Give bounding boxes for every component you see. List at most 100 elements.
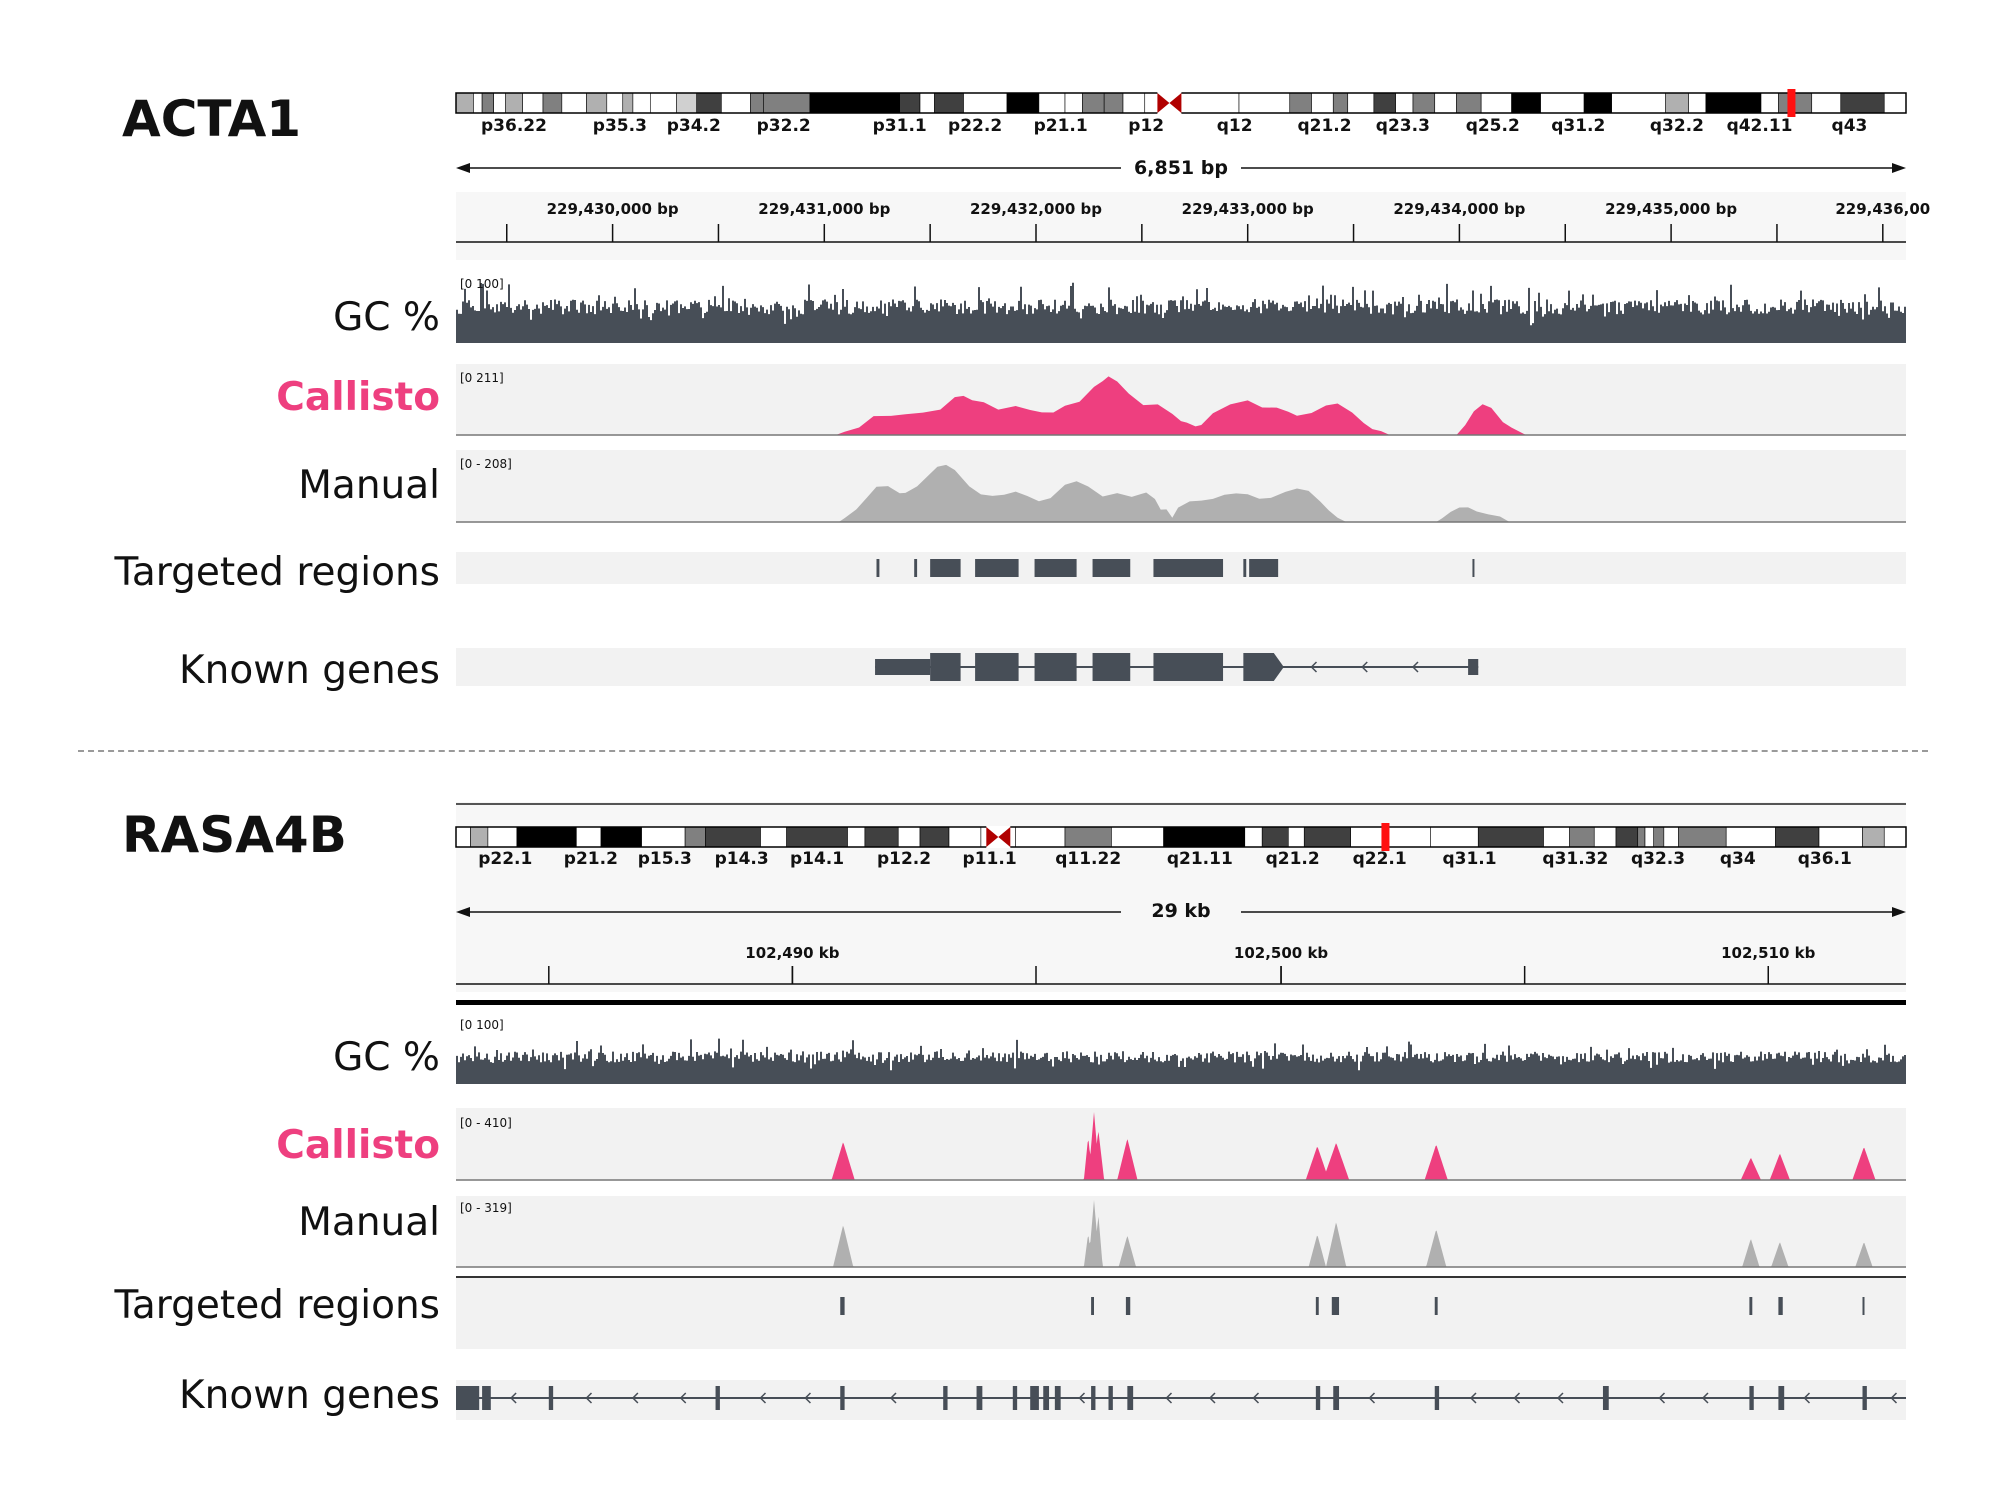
ideogram-band [1840,92,1885,114]
ideogram-band [1644,826,1654,848]
ideogram-band [586,92,608,114]
gene-exon [1091,1386,1096,1410]
band-label: q34 [1720,849,1756,869]
ideogram-band [676,92,698,114]
gene-exon [840,1386,845,1410]
band-label: p31.1 [873,116,927,136]
ideogram-band [1883,826,1907,848]
ideogram-band [1688,92,1707,114]
ideogram-band [1163,826,1246,848]
ideogram-band [1289,92,1312,114]
ideogram-band [1064,92,1083,114]
ideogram-band [504,92,523,114]
gene-exon [1108,1386,1113,1410]
gc-content-signal [456,1038,1906,1084]
track-label-genes: Known genes [179,1373,440,1418]
ruler-background [456,192,1906,260]
ideogram-band [1583,92,1612,114]
ideogram-band [899,92,921,114]
band-label: q31.1 [1442,849,1496,869]
ideogram-band [1350,826,1385,848]
band-label: p14.1 [790,849,844,869]
ideogram-band [786,826,848,848]
targeted-region [1434,1297,1438,1315]
track-canvas: p36.22 p35.3 p34.2 p32.2 p31.1 p22.2 p21.1 p12 q… [455,89,1930,686]
targeted-region [1315,1297,1319,1315]
ruler-tick-label: 102,510 kb [1721,944,1816,962]
track-label-callisto: Callisto [276,1123,440,1168]
band-label: p12 [1128,116,1164,136]
gene-exon [1043,1386,1050,1410]
manual-track-bg [456,1196,1906,1267]
ideogram-band [1818,826,1863,848]
band-label: p14.3 [715,849,769,869]
callisto-track-signal [456,376,1906,435]
targeted-region [840,1297,845,1315]
ruler-tick-label: 102,490 kb [745,944,840,962]
ideogram-band [493,92,506,114]
ideogram-band [487,826,518,848]
gene-title: ACTA1 [122,90,302,148]
strand-arrow-icon [1411,661,1419,673]
ideogram-band [1111,826,1164,848]
ideogram-band [750,92,764,114]
gene-exon [1127,1386,1134,1410]
ideogram-band [1261,826,1289,848]
band-label: q25.2 [1466,116,1520,136]
span-label: 29 kb [1151,900,1210,922]
ideogram-band [1477,826,1544,848]
callisto-track-bg [456,1108,1906,1180]
ideogram-band [1569,826,1595,848]
ideogram-band [1663,826,1679,848]
ideogram-band [948,826,982,848]
strand-arrow-icon [759,1392,767,1404]
ideogram-band [1615,826,1639,848]
ideogram-band [1103,92,1124,114]
ideogram-band [1038,92,1066,114]
ideogram-band [641,826,686,848]
ideogram-band [1082,92,1105,114]
ideogram-band [1244,826,1263,848]
ideogram-band [516,826,577,848]
gene-exon [715,1386,720,1410]
centromere-left [986,827,999,847]
gene-exon [1862,1386,1867,1410]
targets-track-bg [456,1277,1906,1349]
ideogram-band [1383,826,1431,848]
targeted-region [1153,559,1224,577]
ruler-tick-label: 229,431,000 bp [758,200,890,218]
gene-exon [1434,1386,1440,1410]
band-label: q12 [1217,116,1253,136]
ideogram-band [1760,92,1779,114]
gene-exon [1012,1386,1018,1410]
gene-exon [1333,1386,1340,1410]
band-label: p32.2 [757,116,811,136]
gene-exon [943,1386,948,1410]
centromere-right [1169,93,1182,113]
ideogram-band [622,92,634,114]
ideogram-band [1430,826,1479,848]
band-label: p12.2 [877,849,931,869]
ideogram-band [470,826,489,848]
ideogram-band [561,92,587,114]
ruler-tick-label: 229,430,000 bp [547,200,679,218]
ideogram-band [1653,826,1665,848]
track-label-gc: GC % [333,1035,440,1080]
gene-exon [1315,1386,1321,1410]
ideogram-band [1725,826,1776,848]
manual-track-range-label: [0 - 208] [460,457,512,471]
span-arrow-left [456,163,470,173]
ideogram-band [600,826,642,848]
track-label-targets: Targeted regions [114,1283,440,1328]
band-label: p22.2 [948,116,1002,136]
ideogram-band [919,826,950,848]
targeted-region [1862,1297,1865,1315]
gc-range-label: [0 100] [460,277,504,291]
ideogram-band [1705,92,1762,114]
gene-exon [1034,653,1077,681]
span-arrow-right [1892,163,1906,173]
ideogram-band [721,92,751,114]
ideogram-band [1395,92,1414,114]
ideogram-band [696,92,722,114]
ideogram-band [649,92,677,114]
